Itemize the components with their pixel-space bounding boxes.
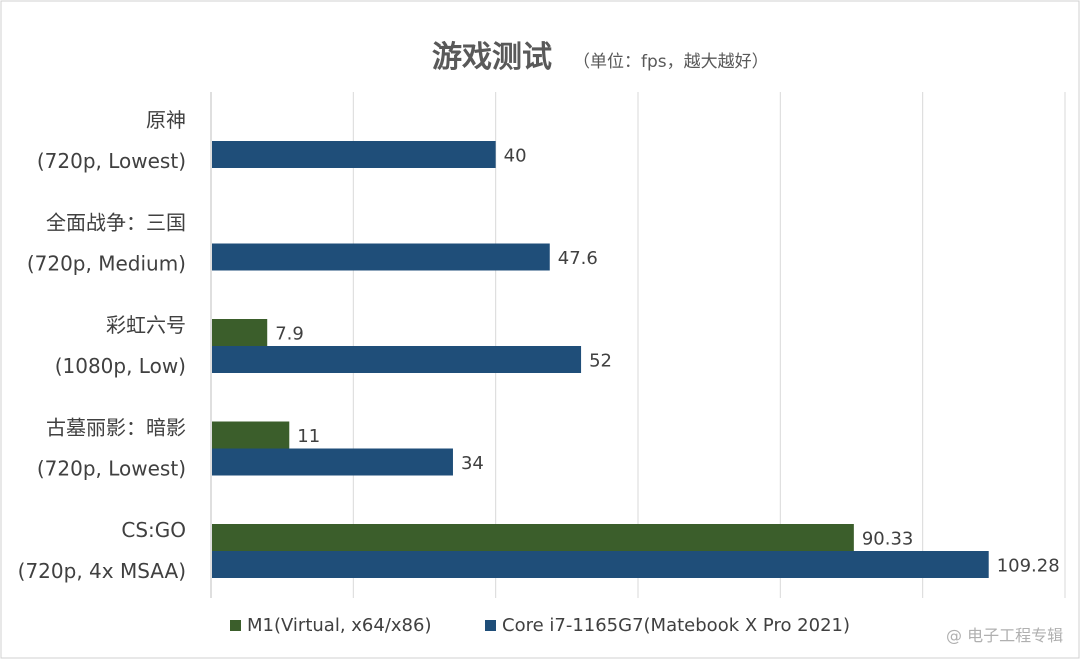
category-label-line2: (720p, Lowest): [37, 457, 186, 481]
watermark: @ 电子工程专辑: [946, 626, 1063, 645]
legend-label: M1(Virtual, x64/x86): [247, 615, 431, 636]
category-label-line1: 古墓丽影：暗影: [46, 416, 186, 440]
bars: [212, 141, 989, 578]
bar-i7: [212, 551, 989, 578]
category-label-line2: (1080p, Low): [55, 354, 186, 378]
grid-lines: [210, 92, 1066, 598]
category-label-line1: CS:GO: [121, 518, 186, 542]
bar-i7: [212, 448, 453, 476]
bar-i7: [212, 346, 582, 373]
data-labels: 40 47.6 7.9 52 11 34 90.33 109.28: [275, 146, 1059, 577]
category-labels: 原神 (720p, Lowest) 全面战争：三国 (720p, Medium) 彩虹六…: [18, 108, 186, 583]
category-label-line1: 全面战争：三国: [46, 211, 186, 235]
legend: M1(Virtual, x64/x86) Core i7-1165G7(Mateb…: [230, 615, 850, 636]
chart-title: 游戏测试: [432, 40, 552, 75]
legend-swatch: [485, 620, 496, 631]
bar-m1: [212, 421, 290, 449]
category-label-line2: (720p, 4x MSAA): [18, 559, 186, 583]
data-label: 90.33: [862, 529, 914, 550]
legend-swatch: [230, 620, 241, 631]
category-label-line2: (720p, Medium): [27, 252, 186, 276]
data-label: 11: [297, 426, 320, 447]
data-label: 47.6: [558, 248, 598, 269]
bar-m1: [212, 319, 268, 346]
bar-m1: [212, 524, 854, 551]
data-label: 109.28: [997, 556, 1060, 577]
category-label-line1: 原神: [146, 108, 186, 132]
data-label: 40: [504, 146, 527, 167]
bar-i7: [212, 243, 550, 271]
chart-subtitle: （单位：fps，越大越好）: [573, 52, 769, 72]
category-label-line2: (720p, Lowest): [37, 149, 186, 173]
category-label-line1: 彩虹六号: [106, 313, 186, 337]
data-label: 34: [461, 453, 484, 474]
bar-i7: [212, 141, 496, 168]
legend-label: Core i7-1165G7(Matebook X Pro 2021): [502, 615, 850, 636]
data-label: 52: [589, 351, 612, 372]
data-label: 7.9: [275, 324, 304, 345]
